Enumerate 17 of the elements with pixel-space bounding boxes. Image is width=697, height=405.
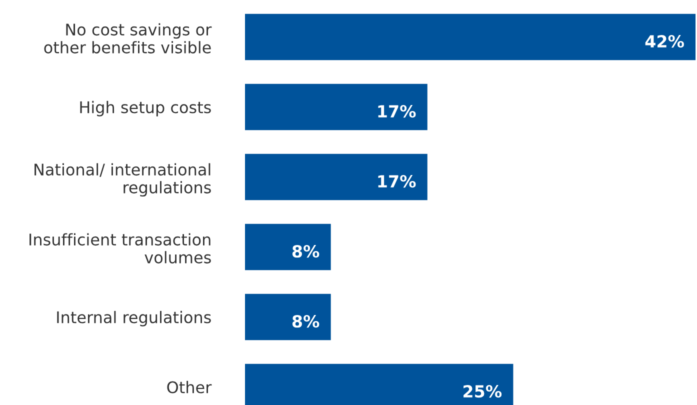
bar (245, 84, 428, 130)
y-tick-label: Insufficient transaction volumes (30, 233, 211, 264)
y-tick-label: Other (167, 380, 212, 394)
y-tick-label: National/ international regulations (34, 163, 211, 197)
data-label: 8% (292, 315, 320, 328)
bar (245, 224, 331, 270)
data-label: 8% (292, 245, 320, 258)
data-label: 42% (645, 35, 684, 48)
data-label: 25% (464, 385, 502, 398)
data-label: 17% (378, 175, 416, 188)
y-tick-label: Internal regulations (57, 310, 211, 326)
y-tick-label: High setup costs (80, 100, 211, 116)
bar (245, 14, 696, 60)
bar (245, 294, 331, 340)
bar (245, 154, 428, 200)
data-label: 17% (378, 105, 416, 118)
y-tick-label: No cost savings or other benefits visible (44, 23, 212, 54)
